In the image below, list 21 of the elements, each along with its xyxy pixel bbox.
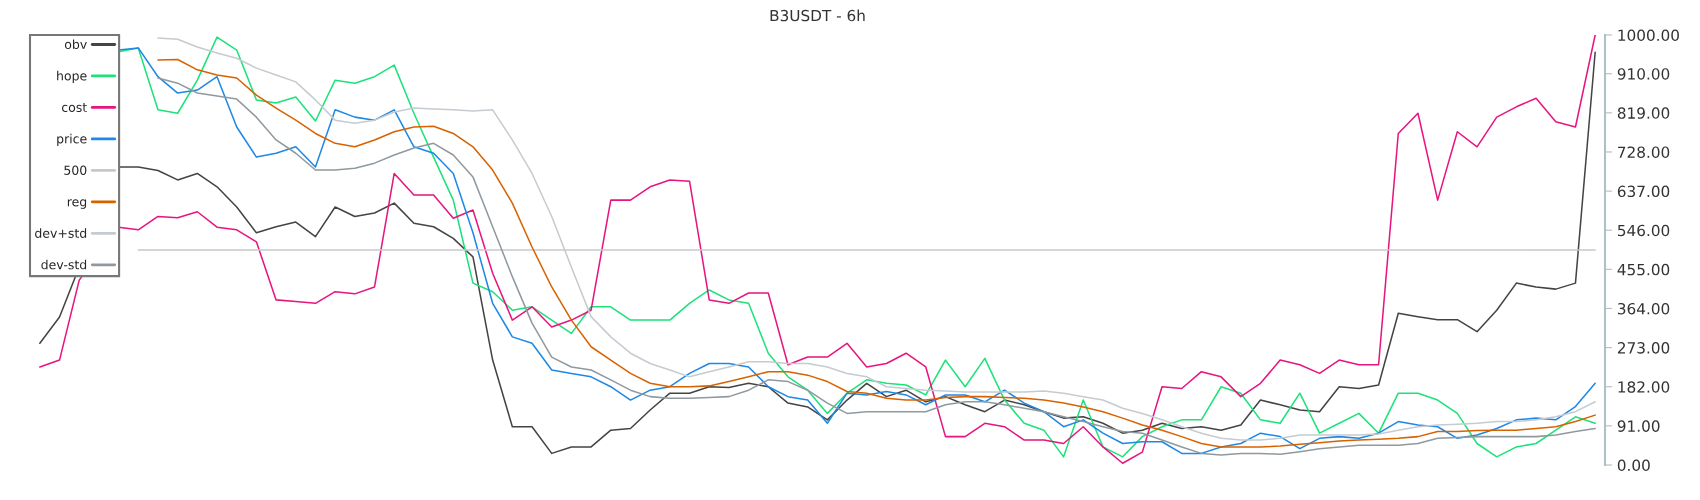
y-tick-label: 637.00 [1617,185,1670,198]
legend-label: reg [67,199,87,209]
chart-title: B3USDT - 6h [770,9,865,22]
legend-label: dev+std [35,228,87,238]
legend-label: obv [64,39,87,50]
y-tick-label: 0.00 [1617,459,1650,472]
legend-label: price [57,133,87,146]
y-tick-label: 546.00 [1617,224,1670,237]
legend-label: dev-std [41,259,87,270]
legend-label: 500 [64,165,87,175]
y-tick-label: 91.00 [1617,420,1660,432]
y-tick-label: 182.00 [1618,381,1670,393]
y-tick-label: 910.00 [1617,68,1670,80]
legend-label: cost [61,103,87,112]
y-tick-label: 455.00 [1617,263,1670,276]
y-tick-label: 728.00 [1618,146,1670,158]
y-tick-label: 1000.00 [1618,29,1679,42]
y-tick-label: 273.00 [1617,342,1670,354]
legend-label: hope [57,70,87,83]
y-tick-label: 364.00 [1617,302,1670,315]
y-tick-label: 819.00 [1617,107,1670,119]
